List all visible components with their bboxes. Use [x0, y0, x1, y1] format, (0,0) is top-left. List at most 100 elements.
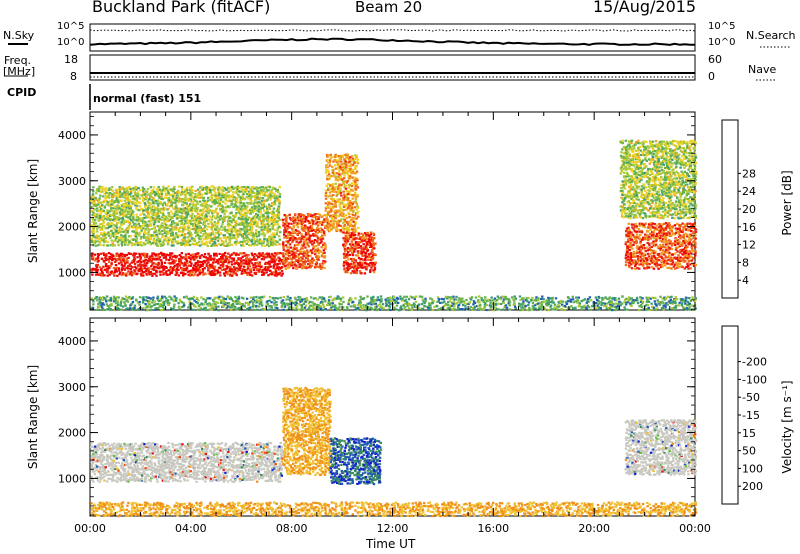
power-data-cell [226, 231, 229, 234]
power-data-cell [291, 248, 295, 251]
power-data-cell [284, 265, 287, 268]
power-data-cell [633, 230, 637, 233]
power-data-cell [118, 214, 122, 217]
power-data-cell [299, 250, 303, 253]
power-data-cell [153, 231, 156, 234]
power-data-cell [335, 167, 338, 170]
power-data-cell [116, 274, 119, 277]
power-data-cell [292, 235, 295, 238]
power-data-cell [219, 237, 223, 240]
power-data-cell [263, 205, 266, 208]
power-data-cell [211, 193, 214, 196]
power-data-cell [347, 175, 350, 178]
power-data-cell [651, 266, 654, 269]
power-data-cell [134, 204, 137, 207]
power-data-cell [224, 228, 227, 231]
power-data-cell [277, 256, 280, 259]
power-data-cell [236, 233, 240, 236]
power-data-cell [310, 249, 313, 252]
power-data-cell [222, 253, 225, 256]
power-data-cell [168, 188, 171, 191]
power-data-cell [625, 157, 629, 160]
power-data-cell [132, 216, 135, 219]
power-data-cell [185, 265, 188, 268]
power-data-cell [284, 250, 287, 253]
power-data-cell [663, 241, 666, 244]
power-data-cell [128, 212, 131, 215]
power-data-cell [172, 228, 175, 231]
power-data-cell [208, 232, 212, 235]
power-data-cell [249, 191, 252, 194]
power-data-cell [166, 190, 170, 193]
power-data-cell [357, 241, 360, 244]
power-data-cell [204, 202, 207, 206]
power-data-cell [202, 260, 206, 263]
power-data-cell [326, 169, 330, 172]
power-data-cell [258, 261, 261, 264]
power-data-cell [193, 237, 196, 240]
power-data-cell [647, 239, 650, 242]
power-data-cell [660, 261, 663, 264]
power-data-cell [246, 229, 249, 232]
power-data-cell [646, 230, 650, 233]
power-data-cell [335, 160, 339, 163]
power-data-cell [635, 240, 638, 243]
power-data-cell [262, 199, 266, 202]
power-data-cell [104, 239, 107, 242]
power-data-cell [673, 263, 677, 266]
power-data-cell [110, 262, 113, 265]
power-data-cell [295, 267, 299, 270]
power-data-cell [639, 241, 642, 245]
power-data-cell [133, 254, 136, 257]
power-data-cell [259, 211, 262, 214]
power-data-cell [238, 211, 241, 214]
power-data-cell [285, 240, 288, 243]
power-data-cell [692, 250, 695, 253]
power-data-cell [107, 258, 110, 261]
power-data-cell [135, 224, 138, 227]
power-data-cell [166, 227, 169, 230]
power-data-cell [353, 176, 357, 179]
power-data-cell [652, 254, 656, 257]
power-data-cell [175, 234, 178, 237]
power-data-cell [231, 269, 234, 272]
power-data-cell [266, 231, 269, 234]
power-data-cell [235, 212, 238, 215]
power-data-cell [126, 198, 129, 201]
power-data-cell [632, 154, 635, 157]
power-data-cell [287, 236, 290, 240]
power-data-cell [190, 214, 193, 217]
power-data-cell [357, 226, 360, 229]
power-data-cell [90, 254, 94, 257]
power-data-cell [341, 169, 344, 172]
power-data-cell [347, 258, 350, 261]
power-data-cell [652, 230, 655, 233]
power-data-cell [642, 236, 645, 239]
power-data-cell [665, 232, 668, 235]
power-data-cell [362, 266, 365, 269]
power-data-cell [118, 211, 122, 214]
power-data-cell [343, 184, 347, 187]
power-data-cell [257, 205, 261, 208]
power-data-cell [324, 243, 327, 247]
power-data-cell [299, 217, 302, 220]
power-data-cell [344, 169, 347, 172]
power-data-cell [333, 175, 336, 178]
power-data-cell [242, 229, 246, 232]
power-data-cell [631, 179, 634, 182]
power-data-cell [626, 231, 630, 234]
power-data-cell [156, 194, 159, 197]
power-data-cell [108, 202, 111, 205]
power-data-cell [151, 274, 154, 277]
power-data-cell [143, 262, 146, 265]
power-data-cell [264, 215, 268, 219]
power-data-cell [362, 251, 365, 254]
power-data-cell [239, 252, 242, 255]
power-data-cell [276, 265, 279, 268]
power-data-cell [321, 262, 325, 265]
power-data-cell [371, 264, 374, 267]
power-data-cell [227, 225, 230, 228]
power-data-cell [321, 265, 324, 268]
power-data-cell [159, 242, 162, 245]
power-data-cell [257, 197, 261, 200]
